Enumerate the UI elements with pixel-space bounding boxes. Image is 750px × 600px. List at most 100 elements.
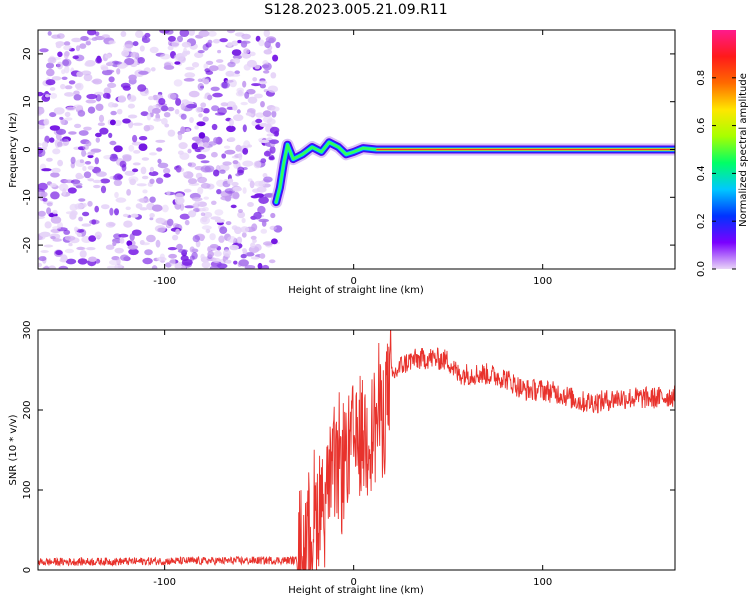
spectrogram-noise-cell bbox=[46, 202, 53, 207]
spectrogram-noise-cell bbox=[72, 55, 79, 60]
spectrogram-noise-cell bbox=[52, 148, 61, 155]
spectrogram-noise-cell bbox=[42, 197, 48, 202]
spectrogram-noise-cell bbox=[180, 265, 186, 269]
spectrogram-noise-cell bbox=[205, 70, 214, 75]
spectrogram-noise-cell bbox=[222, 161, 232, 166]
spectrogram-noise-cell bbox=[177, 35, 183, 43]
spectrogram-noise-cell bbox=[234, 226, 242, 235]
spectrogram-noise-cell bbox=[218, 235, 225, 243]
spectrogram-noise-cell bbox=[216, 189, 222, 195]
spectrogram-noise-cell bbox=[82, 145, 89, 150]
spectrogram-noise-cell bbox=[155, 239, 161, 248]
spectrogram-noise-cell bbox=[104, 53, 112, 59]
spectrogram-noise-cell bbox=[254, 243, 262, 252]
spectrogram-noise-cell bbox=[50, 236, 56, 240]
spectrogram-noise-cell bbox=[233, 260, 238, 265]
snr-x-tick-label: -100 bbox=[153, 577, 176, 588]
spectrogram-noise-cell bbox=[194, 52, 204, 58]
spectrogram-noise-cell bbox=[124, 58, 135, 65]
spectrogram-noise-cell bbox=[108, 132, 113, 138]
spectrogram-noise-cell bbox=[126, 240, 133, 247]
spectrogram-noise-cell bbox=[39, 48, 49, 53]
spectrogram-noise-cell bbox=[167, 35, 176, 42]
spectrogram-x-tick-label: -100 bbox=[153, 276, 176, 287]
spectrogram-noise-cell bbox=[189, 255, 195, 261]
spectrogram-noise-cell bbox=[149, 196, 156, 203]
spectrogram-noise-cell bbox=[266, 118, 276, 125]
spectrogram-noise-cell bbox=[46, 207, 52, 215]
spectrogram-y-tick-label: -20 bbox=[22, 237, 33, 253]
spectrogram-noise-cell bbox=[99, 127, 109, 135]
spectrogram-noise-cell bbox=[271, 238, 278, 245]
spectrogram-noise-cell bbox=[79, 250, 87, 258]
spectrogram-noise-cell bbox=[161, 105, 169, 112]
spectrogram-noise-cell bbox=[132, 134, 138, 143]
spectrogram-noise-cell bbox=[212, 38, 221, 44]
spectrogram-noise-cell bbox=[230, 204, 237, 209]
spectrogram-noise-cell bbox=[64, 117, 73, 121]
spectrogram-noise-cell bbox=[131, 229, 142, 236]
spectrogram-noise-cell bbox=[133, 150, 141, 154]
spectrogram-noise-cell bbox=[128, 176, 139, 183]
spectrogram-noise-cell bbox=[119, 237, 125, 244]
spectrogram-noise-cell bbox=[227, 30, 235, 34]
spectrogram-noise-cell bbox=[129, 233, 135, 241]
spectrogram-noise-cell bbox=[227, 137, 236, 142]
spectrogram-noise-cell bbox=[123, 220, 133, 228]
spectrogram-noise-cell bbox=[146, 112, 152, 121]
spectrogram-noise-cell bbox=[270, 212, 276, 219]
spectrogram-noise-cell bbox=[43, 118, 50, 126]
spectrogram-noise-cell bbox=[85, 40, 92, 46]
spectrogram-noise-cell bbox=[59, 116, 64, 120]
spectrogram-noise-cell bbox=[70, 156, 76, 165]
spectrogram-noise-cell bbox=[216, 263, 228, 269]
spectrogram-noise-cell bbox=[263, 150, 271, 157]
spectrogram-noise-cell bbox=[143, 125, 151, 132]
spectrogram-noise-cell bbox=[87, 30, 97, 36]
spectrogram-noise-cell bbox=[202, 116, 209, 122]
spectrogram-noise-cell bbox=[257, 205, 266, 214]
spectrogram-noise-cell bbox=[132, 162, 141, 166]
spectrogram-noise-cell bbox=[191, 142, 198, 150]
spectrogram-noise-cell bbox=[213, 137, 219, 144]
spectrogram-noise-cell bbox=[105, 244, 115, 250]
snr-y-tick-label: 200 bbox=[22, 400, 33, 419]
spectrogram-noise-cell bbox=[255, 112, 265, 118]
spectrogram-noise-cell bbox=[163, 173, 171, 178]
spectrogram-noise-cell bbox=[203, 196, 209, 200]
spectrogram-noise-cell bbox=[202, 108, 210, 114]
spectrogram-noise-cell bbox=[122, 155, 132, 162]
spectrogram-noise-cell bbox=[45, 94, 50, 98]
spectrogram-noise-cell bbox=[120, 254, 129, 261]
spectrogram-noise-cell bbox=[92, 78, 103, 85]
spectrogram-noise-cell bbox=[49, 87, 56, 91]
spectrogram-noise-cell bbox=[76, 71, 84, 78]
spectrogram-noise-cell bbox=[192, 197, 203, 202]
spectrogram-noise-cell bbox=[109, 140, 117, 146]
spectrogram-noise-cell bbox=[203, 63, 209, 70]
spectrogram-noise-cell bbox=[201, 261, 211, 269]
snr-x-label: Height of straight line (km) bbox=[288, 585, 424, 596]
spectrogram-noise-cell bbox=[262, 241, 274, 246]
spectrogram-noise-cell bbox=[141, 37, 151, 43]
spectrogram-noise-cell bbox=[79, 159, 84, 164]
spectrogram-noise-cell bbox=[131, 141, 142, 146]
snr-y-label: SNR (10 * v/v) bbox=[8, 414, 19, 485]
spectrogram-noise-cell bbox=[195, 106, 202, 113]
spectrogram-noise-cell bbox=[269, 139, 280, 144]
spectrogram-noise-cell bbox=[250, 256, 260, 260]
spectrogram-noise-cell bbox=[166, 218, 174, 227]
spectrogram-noise-cell bbox=[155, 217, 165, 224]
spectrogram-noise-cell bbox=[203, 211, 213, 218]
spectrogram-noise-cell bbox=[91, 219, 97, 225]
spectrogram-noise-cell bbox=[95, 132, 102, 138]
spectrogram-noise-cell bbox=[232, 160, 239, 165]
spectrogram-noise-cell bbox=[251, 223, 258, 232]
spectrogram-noise-cell bbox=[94, 157, 100, 165]
spectrogram-noise-cell bbox=[87, 151, 95, 155]
spectrogram-y-tick-label: 20 bbox=[22, 48, 33, 61]
spectrogram-noise-cell bbox=[38, 182, 48, 191]
spectrogram-noise-cell bbox=[259, 253, 266, 259]
snr-frame bbox=[37, 329, 676, 571]
